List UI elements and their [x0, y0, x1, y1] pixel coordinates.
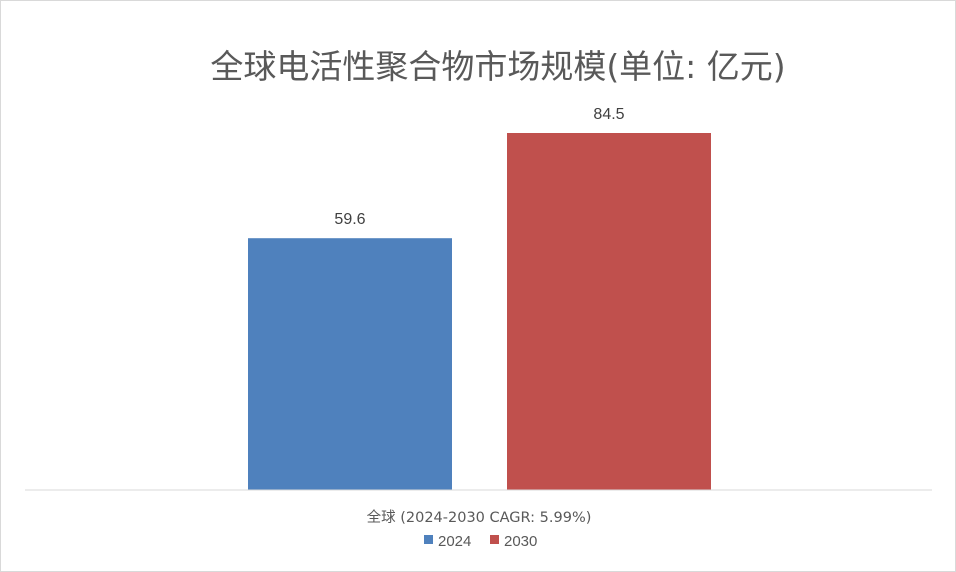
bar-2024 — [248, 238, 452, 490]
data-labels-layer: 59.6 84.5 — [334, 106, 624, 228]
legend: 2024 2030 — [424, 533, 537, 550]
category-label: 全球 (2024-2030 CAGR: 5.99%) — [367, 508, 592, 526]
legend-swatch-2030 — [490, 535, 499, 544]
legend-swatch-2024 — [424, 535, 433, 544]
data-label-2030: 84.5 — [593, 106, 624, 123]
chart-title: 全球电活性聚合物市场规模(单位: 亿元) — [210, 47, 785, 86]
legend-label-2024: 2024 — [438, 533, 471, 550]
legend-label-2030: 2030 — [504, 533, 537, 550]
bar-2030 — [507, 133, 711, 490]
bars-layer — [248, 133, 711, 490]
data-label-2024: 59.6 — [334, 211, 365, 228]
